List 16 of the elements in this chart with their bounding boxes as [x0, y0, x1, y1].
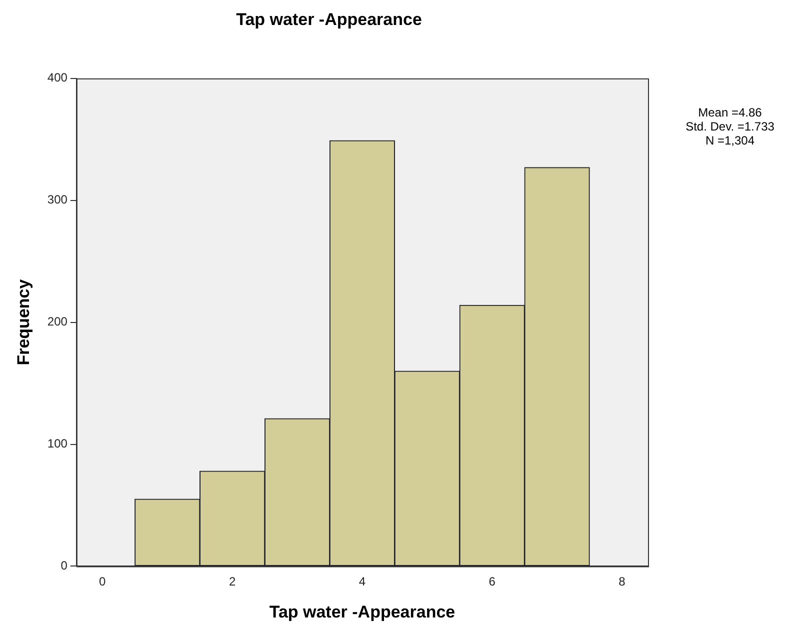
y-tick-label: 100 — [47, 436, 68, 451]
y-tick-label: 200 — [47, 314, 68, 329]
x-tick-label: 6 — [488, 574, 496, 589]
x-axis-title: Tap water -Appearance — [269, 602, 456, 622]
text: Mean =4.86 — [698, 105, 762, 120]
x-tick-label: 8 — [618, 574, 626, 589]
y-axis-title: Frequency — [14, 278, 33, 366]
y-tick-label: 0 — [60, 558, 68, 573]
y-tick-label: 300 — [47, 192, 68, 207]
x-tick-label: 0 — [99, 574, 106, 589]
x-tick-label: 2 — [228, 574, 236, 589]
y-tick-label: 400 — [47, 70, 68, 85]
text: Std. Dev. =1.733 — [686, 119, 775, 134]
x-tick-label: 4 — [358, 574, 366, 589]
chart-title: Tap water -Appearance — [236, 10, 422, 29]
text: N =1,304 — [705, 133, 755, 148]
